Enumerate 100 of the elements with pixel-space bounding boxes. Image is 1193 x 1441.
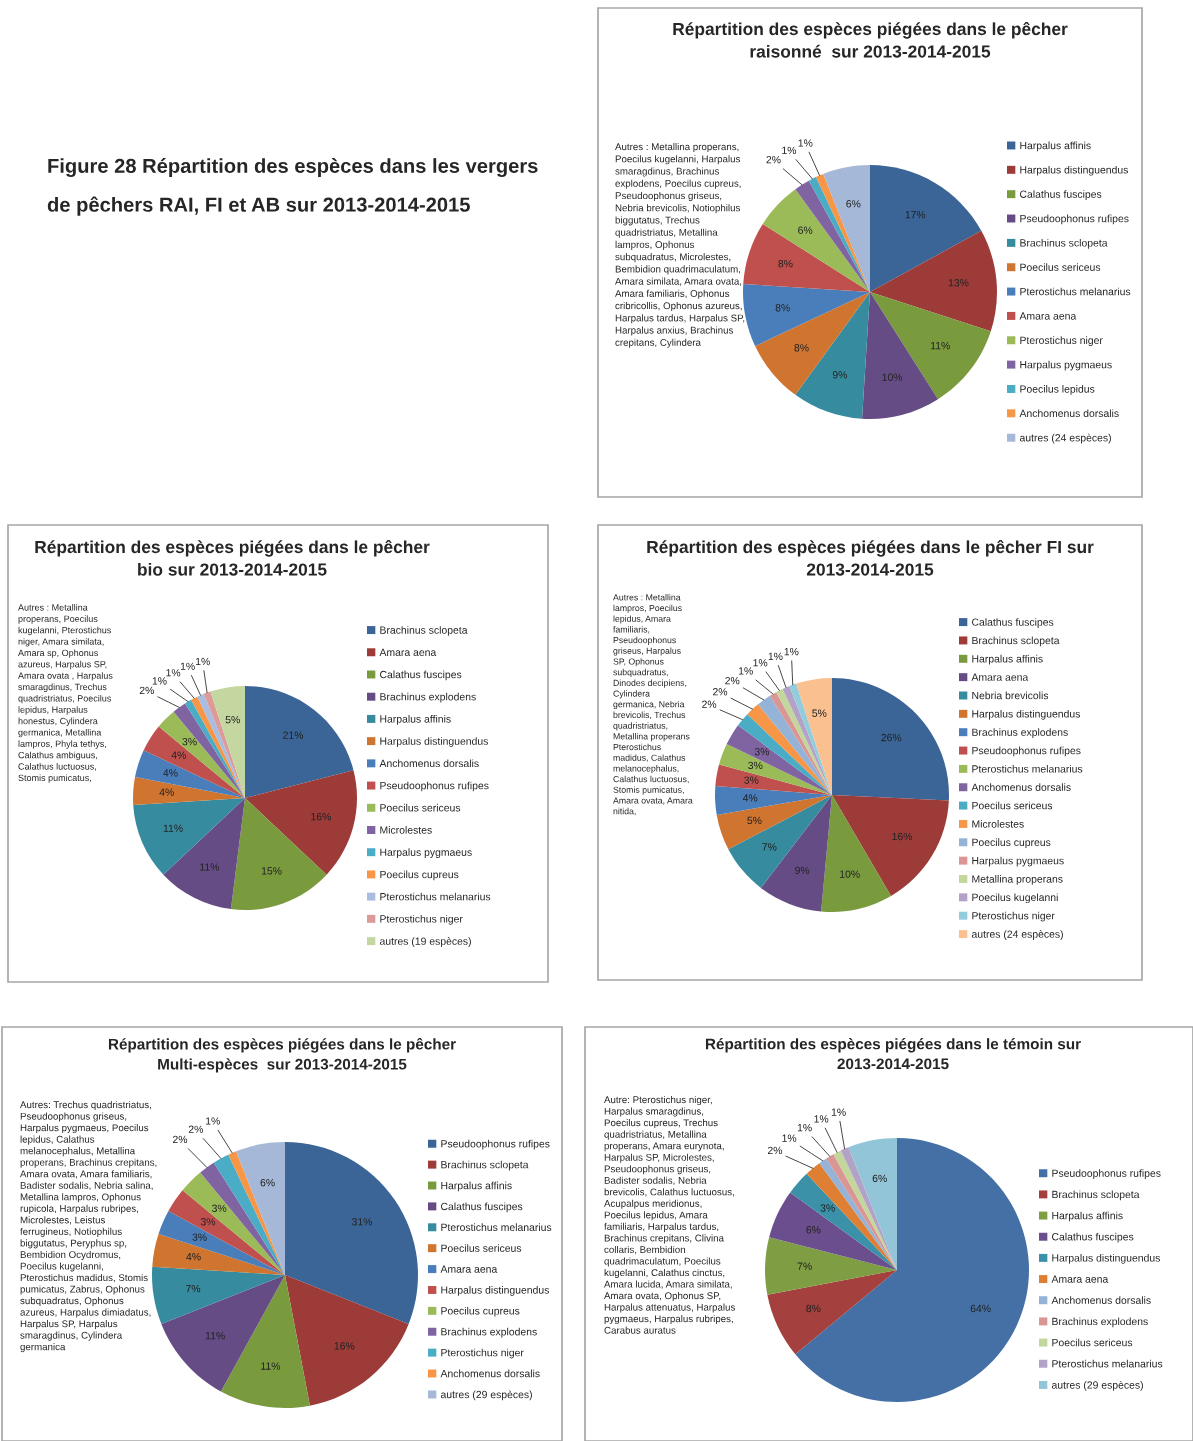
pie-slice — [152, 1266, 285, 1324]
pie-slice — [152, 1233, 285, 1275]
legend-label: Harpalus distinguendus — [441, 1286, 549, 1296]
data-label: 26% — [881, 733, 902, 742]
pie-slice — [823, 165, 870, 292]
pie-slice — [163, 798, 245, 910]
data-label: 1% — [784, 648, 799, 656]
data-label: 9% — [795, 866, 810, 875]
pie-slice — [158, 711, 245, 798]
legend-label: Microlestes — [972, 820, 1024, 828]
data-label: 1% — [782, 1134, 797, 1142]
data-label: 1% — [196, 657, 210, 666]
pie-slice — [795, 1138, 1029, 1402]
legend-label: Brachinus explodens — [972, 728, 1068, 738]
data-label: 7% — [762, 843, 777, 851]
data-label: 1% — [152, 677, 167, 685]
pie-slice — [821, 795, 892, 912]
legend-label: Pterostichus melanarius — [380, 892, 491, 901]
data-label: 11% — [931, 341, 950, 350]
legend-label: Poecilus cupreus — [441, 1306, 520, 1317]
legend-label: Harpalus pygmaeus — [380, 848, 472, 858]
data-label: 8% — [778, 259, 793, 268]
legend-label: Harpalus distinguendus — [972, 709, 1080, 720]
legend-label: Pterostichus niger — [380, 914, 463, 925]
pie-slice — [790, 1173, 897, 1270]
data-label: 5% — [812, 709, 827, 717]
data-label: 7% — [186, 1285, 201, 1293]
pie-slice — [715, 785, 832, 815]
legend-label: Poecilus sericeus — [972, 801, 1053, 810]
pie-slice — [765, 1237, 897, 1295]
legend-label: Nebria brevicolis — [972, 691, 1049, 700]
data-label: 31% — [351, 1218, 373, 1226]
pie-slice — [767, 1270, 897, 1355]
legend-label: Amara aena — [440, 1265, 498, 1273]
pie-slice — [161, 1275, 285, 1392]
data-label: 4% — [159, 788, 174, 796]
pie-slice — [870, 292, 991, 400]
legend-label: Pterostichus niger — [972, 911, 1055, 922]
legend-label: Amara aena — [971, 673, 1029, 681]
legend-label: Brachinus explodens — [441, 1327, 537, 1338]
data-label: 1% — [768, 652, 783, 660]
legend-label: autres (19 espèces) — [379, 937, 471, 947]
data-label: 7% — [797, 1262, 812, 1270]
data-label: 6% — [806, 1226, 821, 1234]
legend-label: Harpalus pygmaeus — [1020, 360, 1112, 371]
data-label: 6% — [798, 226, 813, 234]
data-label: 9% — [832, 371, 848, 379]
legend-label: autres (29 espèces) — [1051, 1380, 1143, 1391]
pie-slice — [133, 777, 245, 806]
pie-slice — [245, 686, 354, 798]
legend-label: Calathus fuscipes — [972, 618, 1054, 628]
pie-slice — [716, 795, 832, 850]
legend-label: Pseudoophonus rufipes — [441, 1139, 550, 1150]
legend-label: Poecilus sericeus — [1052, 1338, 1133, 1347]
legend-label: autres (24 espèces) — [1019, 433, 1111, 444]
legend-label: Anchomenus dorsalis — [440, 1369, 540, 1378]
pie-slice — [133, 798, 245, 875]
legend-label: Harpalus affinis — [380, 714, 451, 725]
legend-label: Pterostichus niger — [1020, 336, 1103, 347]
pie-slice — [726, 725, 832, 795]
legend-label: Poecilus kugelanni — [972, 893, 1058, 904]
legend-label: Calathus fuscipes — [380, 670, 462, 681]
data-label: 21% — [283, 731, 304, 739]
pie-slice — [795, 180, 870, 292]
legend-label: Harpalus affinis — [972, 654, 1043, 665]
legend-label: Harpalus affinis — [1052, 1211, 1123, 1222]
legend-label: Calathus fuscipes — [1020, 190, 1102, 200]
data-label: 8% — [806, 1304, 821, 1313]
text: Autres : Metallina lampros, Poecilus lepidus, Amara familiaris, Pseudoophonus griseus, Harpalus SP, Ophonus subquadratus, Dinodes decipiens, Cylindera germanica, Nebria brevicolis, Trechus quadristriatus, Metallina properans Pterostichus madidus, Calathus melanocephalus, Calathus luctuosus, Stomis pumicatus, Amara ovata, Amara nitida, — [613, 594, 693, 816]
pie-slice — [210, 686, 245, 798]
data-label: 2% — [767, 1146, 783, 1154]
data-label: 3% — [182, 737, 197, 746]
data-label: 6% — [260, 1178, 275, 1187]
data-label: 2% — [139, 686, 154, 695]
legend-label: Pseudoophonus rufipes — [1020, 214, 1129, 225]
caption: Figure 28 Répartition des espèces dans les vergers de pêchers RAI, FI et AB sur 2013-2014-2015 — [47, 158, 538, 216]
data-label: 13% — [948, 279, 969, 287]
pie-slice — [158, 1210, 285, 1275]
data-label: 1% — [798, 139, 813, 147]
legend-label: Brachinus explodens — [380, 692, 476, 703]
data-label: 5% — [225, 716, 240, 724]
data-label: 3% — [744, 776, 759, 784]
data-label: 1% — [831, 1108, 846, 1116]
data-label: 1% — [797, 1123, 812, 1132]
data-label: 2% — [702, 700, 717, 708]
pie-slice — [795, 292, 870, 419]
data-label: 17% — [905, 210, 926, 219]
data-label: 8% — [794, 344, 809, 352]
data-label: 2% — [188, 1125, 204, 1133]
pie-slice — [719, 744, 832, 795]
pie-slice — [213, 1154, 285, 1275]
text: Autres : Metallina properans, Poecilus kugelanni, Harpalus smaragdinus, Brachinus explodens, Poecilus cupreus, Pseudoophonus griseus, Nebria brevicolis, Notiophilus biggutatus, Trechus quadristriatus, Metallina lampros, Ophonus subquadratus, Microlestes, Bembidion quadrimaculatum, Amara similata, Amara ovata, Amara familiaris, Ophonus cribricollis, Ophonus azureus, Harpalus tardus, Harpalus SP, Harpalus anxius, Brachinus crepitans, Cylindera — [615, 143, 745, 348]
legend-label: autres (24 espèces) — [971, 930, 1063, 940]
data-label: 2% — [713, 688, 728, 696]
chart-title: Répartition des espèces piégées dans le pêcher FI sur 2013-2014-2015 — [647, 540, 1094, 576]
pie-slice — [832, 678, 949, 801]
legend-label: Microlestes — [380, 826, 432, 834]
data-label: 11% — [200, 863, 220, 871]
legend-label: Pseudoophonus rufipes — [1052, 1169, 1161, 1180]
legend-label: Calathus fuscipes — [1052, 1232, 1134, 1243]
